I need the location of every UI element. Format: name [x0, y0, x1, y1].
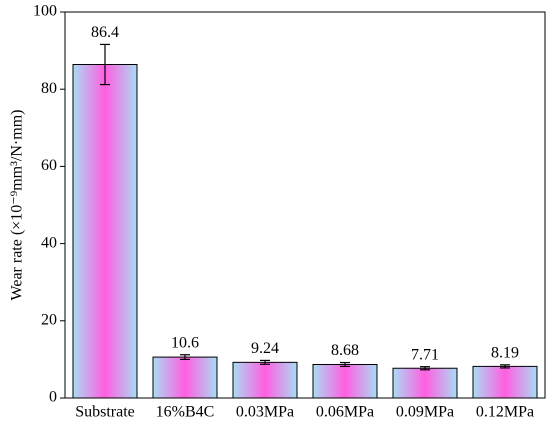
error-bar	[100, 43, 110, 86]
y-tick-label: 40	[41, 234, 57, 251]
bar	[392, 367, 458, 399]
value-label: 86.4	[91, 24, 119, 41]
value-label: 10.6	[171, 334, 199, 351]
x-tick-label: 16%B4C	[156, 404, 215, 421]
value-label: 8.68	[331, 342, 359, 359]
bar	[472, 365, 538, 399]
y-axis-label: Wear rate (×10⁻⁹mm³/N·mm)	[9, 110, 26, 301]
error-bar	[420, 366, 430, 371]
value-label: 7.71	[411, 346, 439, 363]
value-label: 8.19	[491, 345, 519, 362]
x-tick-label: Substrate	[75, 404, 135, 421]
y-tick-label: 100	[33, 3, 57, 20]
value-label: 9.24	[251, 340, 279, 357]
y-tick-label: 20	[41, 311, 57, 328]
bar	[232, 361, 298, 399]
bar	[72, 63, 138, 399]
y-tick-label: 80	[41, 80, 57, 97]
x-tick-label: 0.06MPa	[316, 404, 374, 421]
plot-frame	[64, 11, 546, 399]
error-bar	[340, 361, 350, 368]
error-bar	[260, 359, 270, 365]
bar	[152, 356, 218, 399]
error-bar	[500, 364, 510, 369]
x-tick-label: 0.12MPa	[476, 404, 534, 421]
x-tick-label: 0.09MPa	[396, 404, 454, 421]
y-tick-label: 60	[41, 157, 57, 174]
bar	[312, 363, 378, 399]
error-bar	[180, 354, 190, 360]
y-tick-label: 0	[49, 389, 57, 406]
x-tick-label: 0.03MPa	[236, 404, 294, 421]
